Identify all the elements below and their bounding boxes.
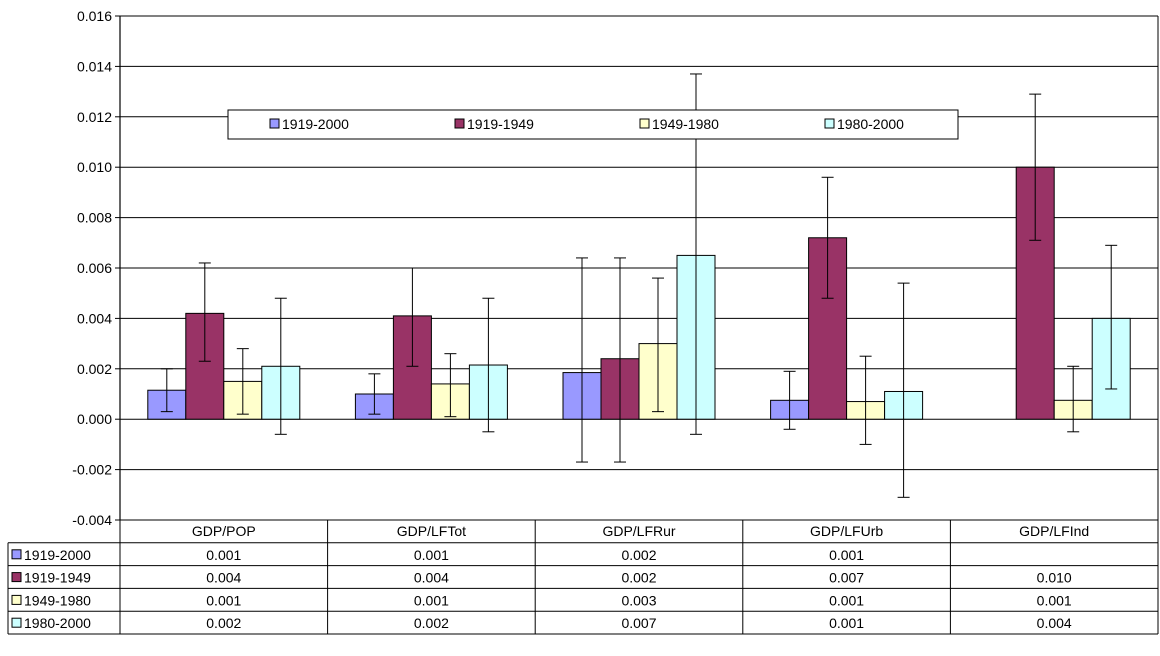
category-label: GDP/POP [192, 523, 256, 539]
legend-box [227, 109, 959, 140]
table-cell-value: 0.001 [829, 615, 864, 631]
y-tick-label: -0.002 [72, 462, 112, 478]
table-row-label: 1919-1949 [24, 570, 91, 586]
y-tick-label: 0.012 [77, 109, 112, 125]
table-cell-value: 0.010 [1037, 570, 1072, 586]
table-cell-value: 0.001 [829, 547, 864, 563]
category-label: GDP/LFInd [1019, 523, 1089, 539]
table-cell-value: 0.004 [206, 570, 241, 586]
table-row-label: 1980-2000 [24, 615, 91, 631]
bars [147, 166, 1131, 420]
table-cell-value: 0.001 [206, 592, 241, 608]
table-cell-value: 0.002 [621, 547, 656, 563]
y-tick-label: 0.016 [77, 8, 112, 24]
category-label: GDP/LFRur [602, 523, 675, 539]
table-cell-value: 0.002 [206, 615, 241, 631]
error-bars [160, 73, 1118, 498]
data-table: GDP/POP GDP/LFTot GDP/LFRur GDP/LFUrb GDP/LF… [7, 519, 1159, 635]
y-tick-label: -0.004 [72, 512, 112, 528]
category-label: GDP/LFTot [397, 523, 466, 539]
table-cell-value: 0.001 [206, 547, 241, 563]
table-row-label: 1919-2000 [24, 547, 91, 563]
y-tick-label: 0.000 [77, 411, 112, 427]
table-legend-swatch [11, 594, 22, 605]
legend-label: 1980-2000 [837, 116, 904, 132]
table-cell-value: 0.007 [621, 615, 656, 631]
y-tick-label: 0.008 [77, 210, 112, 226]
legend-swatch [824, 118, 835, 129]
table-cell-value: 0.001 [414, 547, 449, 563]
table-legend-swatch [11, 572, 22, 583]
table-cell-value: 0.004 [414, 570, 449, 586]
table-cell-value: 0.001 [829, 592, 864, 608]
y-tick-label: 0.006 [77, 260, 112, 276]
table-row-label: 1949-1980 [24, 592, 91, 608]
table-cell-value: 0.003 [621, 592, 656, 608]
legend-swatch [639, 118, 650, 129]
legend-swatch [269, 118, 280, 129]
table-legend-swatch [11, 617, 22, 628]
y-tick-label: 0.014 [77, 58, 112, 74]
legend-label: 1919-2000 [282, 116, 349, 132]
category-label: GDP/LFUrb [810, 523, 883, 539]
y-tick-label: 0.004 [77, 310, 112, 326]
table-cell-value: 0.007 [829, 570, 864, 586]
table-cell-value: 0.001 [1037, 592, 1072, 608]
legend-label: 1949-1980 [652, 116, 719, 132]
y-tick-label: 0.002 [77, 361, 112, 377]
table-cell-value: 0.004 [1037, 615, 1072, 631]
legend: 1919-2000 1919-1949 1949-1980 1980-2000 [227, 109, 959, 140]
y-tick-label: 0.010 [77, 159, 112, 175]
legend-label: 1919-1949 [467, 116, 534, 132]
table-cell-value: 0.002 [621, 570, 656, 586]
table-legend-swatch [11, 549, 22, 560]
table-cell-value: 0.001 [414, 592, 449, 608]
legend-swatch [454, 118, 465, 129]
table-cell-value: 0.002 [414, 615, 449, 631]
y-axis: 0.016 0.014 0.012 0.010 0.008 0.006 0.004 0.002… [72, 8, 1159, 528]
grid-lines [120, 15, 1158, 521]
